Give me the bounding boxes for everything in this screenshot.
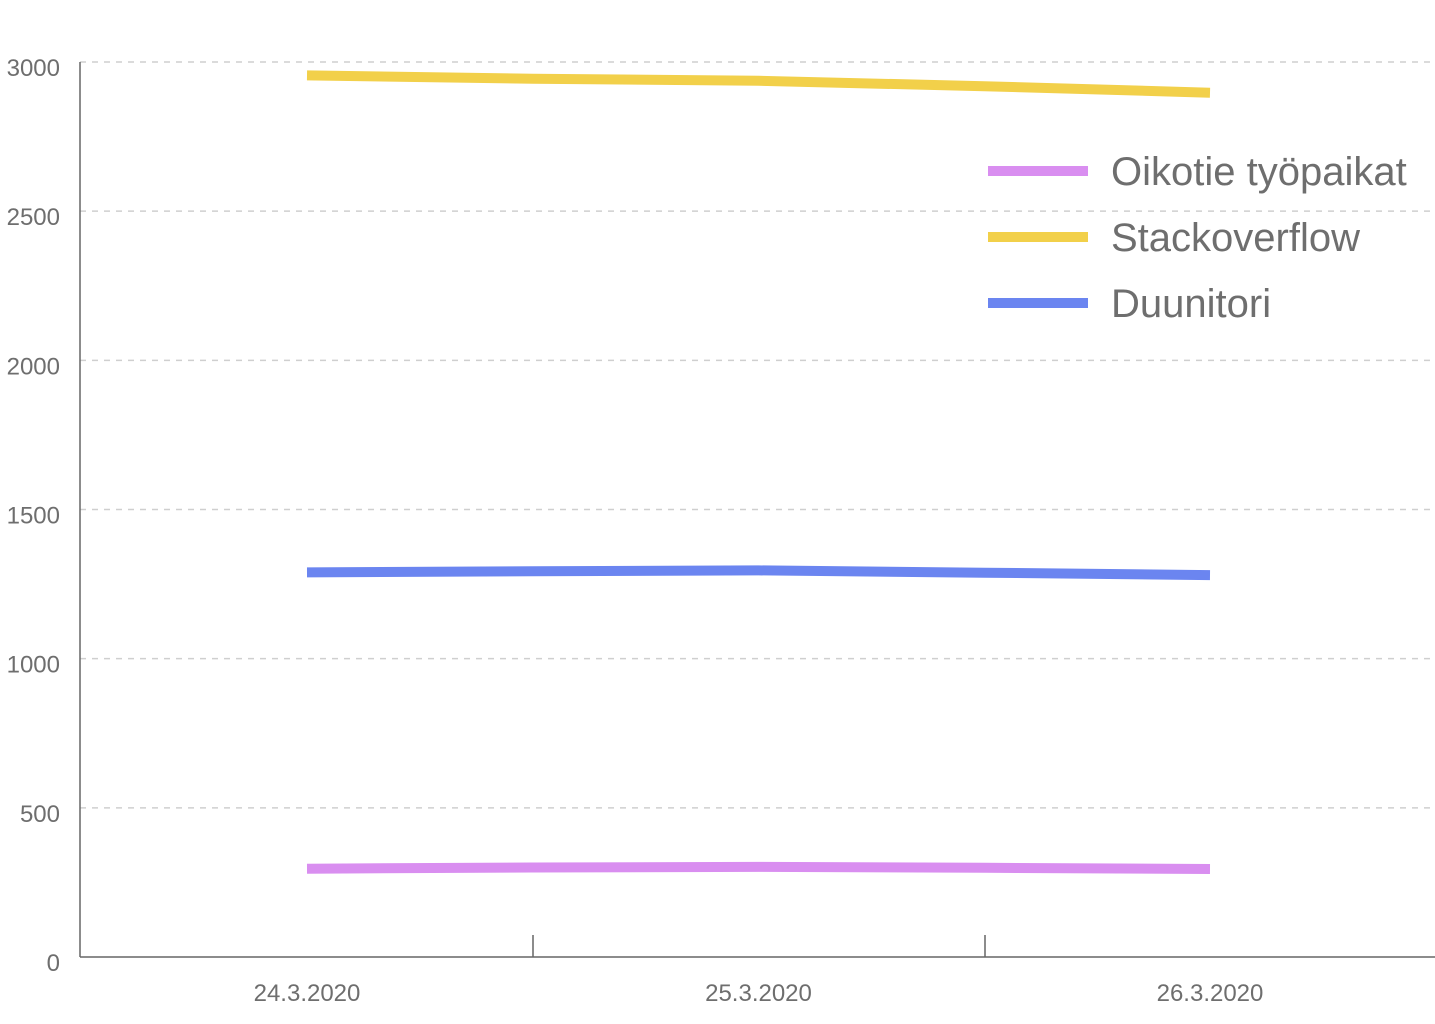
y-tick-label: 3000 <box>7 55 60 82</box>
x-tick-label: 24.3.2020 <box>254 980 361 1007</box>
x-tick-labels: 24.3.2020 25.3.2020 26.3.2020 <box>254 980 1264 1007</box>
series-line <box>306 861 1211 874</box>
y-tick-label: 2000 <box>7 353 60 380</box>
axes <box>79 62 1435 958</box>
y-tick-label: 1500 <box>7 503 60 530</box>
series-line <box>306 70 1211 98</box>
y-tick-label: 0 <box>47 950 60 977</box>
x-tick-label: 26.3.2020 <box>1157 980 1264 1007</box>
legend-label: Stackoverflow <box>1111 216 1360 260</box>
y-tick-label: 500 <box>20 801 60 828</box>
x-tick-label: 25.3.2020 <box>705 980 812 1007</box>
y-tick-label: 1000 <box>7 652 60 679</box>
legend-label: Duunitori <box>1111 282 1271 326</box>
grid-lines <box>80 61 1435 809</box>
legend-label: Oikotie työpaikat <box>1111 150 1407 194</box>
y-tick-label: 2500 <box>7 204 60 231</box>
y-tick-labels: 0 500 1000 1500 2000 2500 3000 <box>7 55 60 977</box>
legend: Oikotie työpaikat Stackoverflow Duunitori <box>988 150 1407 326</box>
series-lines <box>306 70 1211 874</box>
series-line <box>306 565 1211 581</box>
